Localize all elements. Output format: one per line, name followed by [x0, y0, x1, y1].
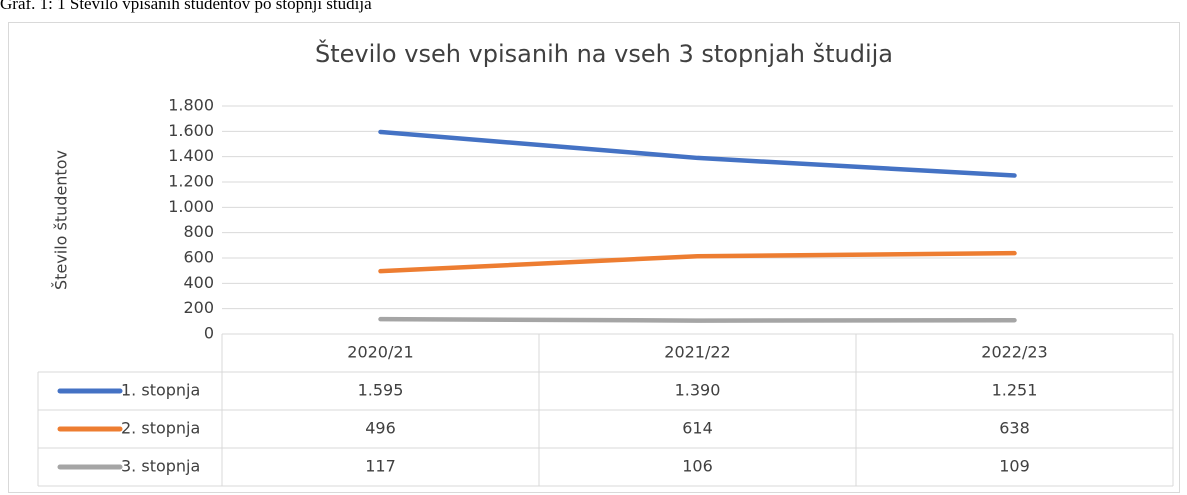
x-tick-label: 2021/22 — [664, 343, 730, 362]
y-tick-label: 200 — [183, 298, 214, 317]
y-axis-label: Število študentov — [52, 150, 71, 290]
data-label: 638 — [999, 419, 1030, 438]
y-tick-label: 1.800 — [168, 96, 214, 115]
caption: Graf. 1: 1 Število vpisanih študentov po… — [0, 0, 372, 13]
y-tick-label: 1.200 — [168, 172, 214, 191]
x-tick-label: 2020/21 — [347, 343, 413, 362]
series-line — [378, 316, 1017, 323]
y-tick-label: 1.400 — [168, 146, 214, 165]
chart-title: Število vseh vpisanih na vseh 3 stopnjah… — [315, 38, 893, 68]
y-tick-label: 1.000 — [168, 197, 214, 216]
data-label: 1.595 — [358, 381, 404, 400]
data-label: 614 — [682, 419, 713, 438]
data-label: 109 — [999, 457, 1030, 476]
legend-label: 3. stopnja — [121, 457, 200, 476]
legend-label: 1. stopnja — [121, 381, 200, 400]
data-label: 496 — [365, 419, 396, 438]
y-tick-label: 600 — [183, 248, 214, 267]
series-line — [378, 250, 1017, 274]
y-tick-label: 1.600 — [168, 121, 214, 140]
y-tick-label: 400 — [183, 273, 214, 292]
data-label: 1.251 — [992, 381, 1038, 400]
series-line — [378, 129, 1017, 178]
legend-label: 2. stopnja — [121, 419, 200, 438]
data-label: 117 — [365, 457, 396, 476]
y-tick-label: 800 — [183, 222, 214, 241]
data-label: 106 — [682, 457, 713, 476]
x-tick-label: 2022/23 — [981, 343, 1047, 362]
data-label: 1.390 — [675, 381, 721, 400]
y-tick-label: 0 — [204, 324, 214, 343]
